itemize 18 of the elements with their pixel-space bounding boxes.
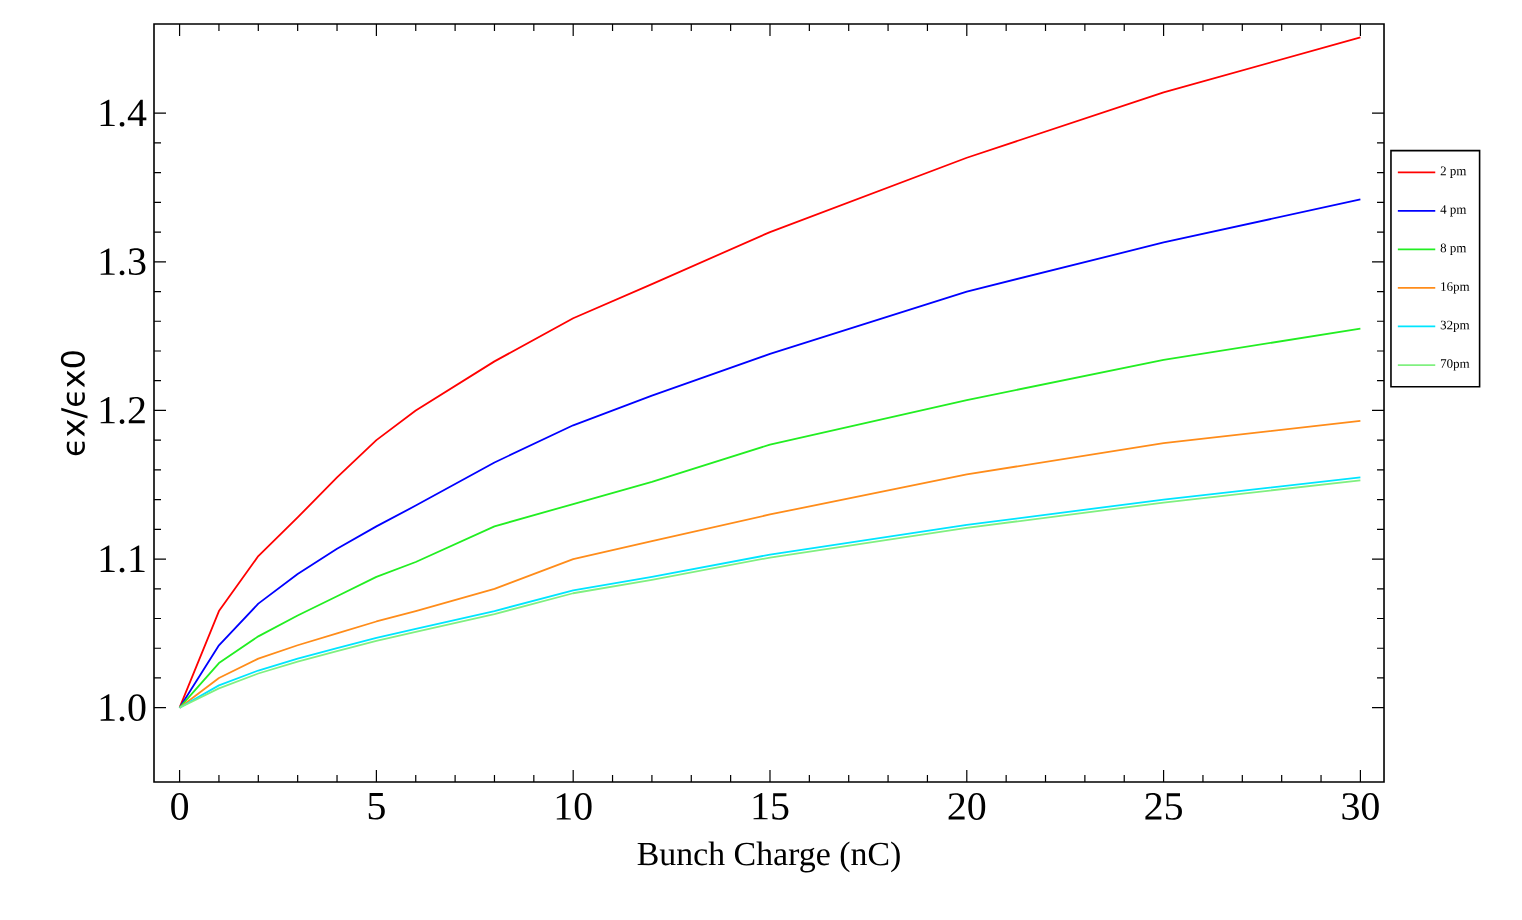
x-tick-label: 0 — [171, 793, 189, 820]
x-tick-label: 10 — [556, 793, 592, 820]
y-tick-label: 1.4 — [100, 99, 147, 127]
y-tick-label: 1.2 — [100, 396, 145, 424]
x-tick-label: 5 — [368, 793, 385, 820]
y-tick-label: 1.1 — [100, 545, 145, 573]
x-tick-label: 30 — [1342, 793, 1379, 820]
line-series — [178, 419, 1362, 709]
y-axis-title: ϵx/ϵx0 — [60, 351, 88, 456]
x-tick-label: 20 — [948, 793, 986, 820]
x-axis-title: Bunch Charge (nC) — [637, 841, 900, 873]
line-series — [178, 327, 1362, 709]
y-tick-label: 1.0 — [100, 694, 146, 722]
x-tick-label: 25 — [1145, 793, 1182, 820]
y-tick-label: 1.3 — [100, 248, 146, 276]
line-series — [178, 198, 1362, 709]
line-series — [178, 36, 1362, 709]
x-tick-label: 15 — [753, 793, 789, 820]
